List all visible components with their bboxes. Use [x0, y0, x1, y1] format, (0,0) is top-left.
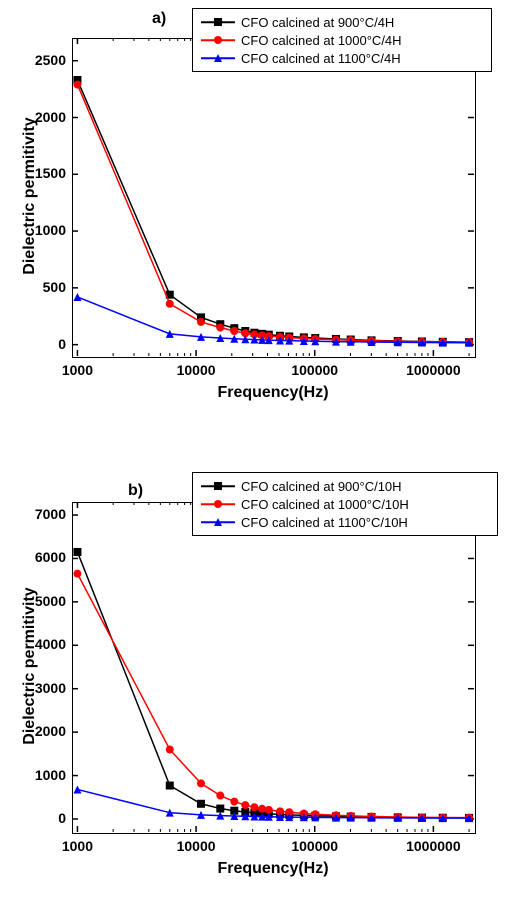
legend-swatch	[201, 515, 235, 529]
marker-square	[73, 548, 81, 556]
legend-swatch	[201, 497, 235, 511]
legend-swatch	[201, 479, 235, 493]
marker-circle	[265, 806, 273, 814]
marker-circle	[216, 792, 224, 800]
marker-circle	[241, 801, 249, 809]
marker-circle	[197, 779, 205, 787]
marker-circle	[230, 798, 238, 806]
figure: a)Dielectric permitivityFrequency(Hz)050…	[0, 0, 508, 899]
legend-item: CFO calcined at 1000°C/10H	[201, 495, 489, 513]
marker-circle	[166, 746, 174, 754]
legend-label: CFO calcined at 1000°C/10H	[241, 497, 409, 512]
marker-square	[197, 800, 205, 808]
legend-item: CFO calcined at 900°C/10H	[201, 477, 489, 495]
legend-b: CFO calcined at 900°C/10H CFO calcined at…	[192, 472, 498, 536]
marker-circle	[73, 570, 81, 578]
legend-label: CFO calcined at 900°C/10H	[241, 479, 402, 494]
legend-item: CFO calcined at 1100°C/10H	[201, 513, 489, 531]
marker-circle	[250, 803, 258, 811]
legend-label: CFO calcined at 1100°C/10H	[241, 515, 408, 530]
marker-circle	[258, 805, 266, 813]
plot-svg-b	[0, 0, 508, 899]
marker-square	[216, 805, 224, 813]
series-line	[77, 574, 469, 818]
marker-square	[166, 782, 174, 790]
